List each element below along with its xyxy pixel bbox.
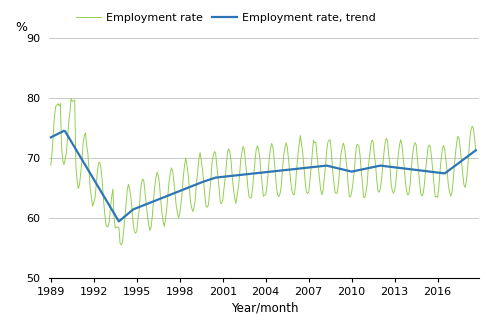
Text: %: %: [15, 20, 27, 34]
Employment rate: [48, 163, 54, 167]
Employment rate, trend: [280, 168, 286, 172]
Employment rate, trend: [198, 180, 204, 184]
Line: Employment rate, trend: Employment rate, trend: [51, 131, 476, 221]
Employment rate: [147, 228, 153, 232]
Employment rate, trend: [48, 135, 54, 139]
Employment rate, trend: [473, 148, 479, 152]
Employment rate: [198, 159, 204, 163]
Employment rate, trend: [147, 201, 153, 205]
Line: Employment rate: Employment rate: [51, 99, 476, 245]
Employment rate: [216, 187, 222, 191]
Employment rate, trend: [116, 220, 122, 223]
Legend: Employment rate, Employment rate, trend: Employment rate, Employment rate, trend: [77, 13, 376, 23]
Employment rate: [280, 168, 286, 172]
Employment rate: [118, 243, 124, 247]
Employment rate: [164, 207, 169, 211]
Employment rate: [88, 196, 94, 199]
Employment rate: [68, 97, 74, 100]
Employment rate, trend: [164, 194, 169, 198]
Employment rate, trend: [61, 129, 67, 133]
X-axis label: Year/month: Year/month: [231, 301, 298, 315]
Employment rate, trend: [88, 173, 94, 177]
Employment rate, trend: [216, 175, 222, 179]
Employment rate: [473, 148, 479, 152]
